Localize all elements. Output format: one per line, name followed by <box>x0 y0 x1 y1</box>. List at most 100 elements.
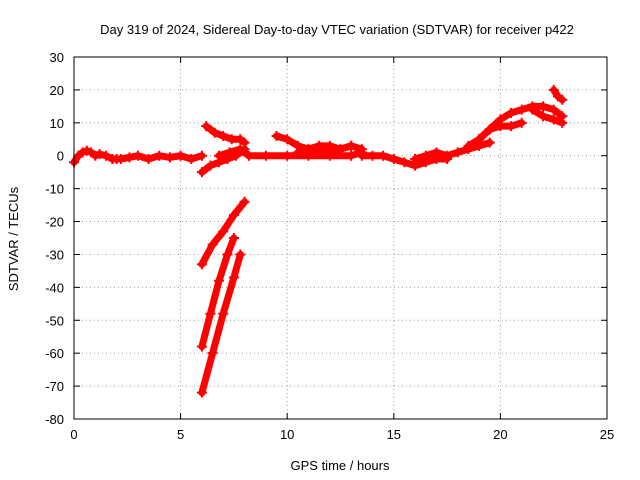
y-tick-label: 0 <box>57 149 64 164</box>
data-point <box>260 150 271 161</box>
data-point <box>314 140 325 151</box>
x-axis-label: GPS time / hours <box>291 458 390 473</box>
data-point <box>378 150 389 161</box>
data-point <box>196 167 207 178</box>
data-point <box>100 150 111 161</box>
series-arc-12 <box>527 104 568 128</box>
data-point <box>228 209 239 220</box>
series-arc-9 <box>410 137 495 165</box>
data-point <box>548 114 559 125</box>
data-point <box>218 226 229 237</box>
data-point <box>527 104 538 115</box>
data-point <box>201 121 212 132</box>
y-tick-label: 20 <box>50 83 64 98</box>
y-tick-label: -30 <box>45 247 64 262</box>
x-tick-label: 15 <box>387 427 401 442</box>
data-point <box>196 387 207 398</box>
data-point <box>222 249 233 260</box>
series-trace <box>70 147 121 166</box>
series-arc-14 <box>196 196 250 270</box>
data-point <box>303 144 314 155</box>
data-point <box>282 134 293 145</box>
data-point <box>196 341 207 352</box>
data-point <box>107 154 118 165</box>
data-point <box>205 308 216 319</box>
series-arc-11 <box>474 117 527 145</box>
x-tick-label: 10 <box>280 427 294 442</box>
data-point <box>548 104 559 115</box>
data-point <box>207 239 218 250</box>
y-tick-label: -40 <box>45 280 64 295</box>
data-point <box>224 147 235 158</box>
data-point <box>538 111 549 122</box>
y-tick-label: -10 <box>45 182 64 197</box>
data-point <box>164 152 175 163</box>
series-trace <box>198 145 249 176</box>
x-tick-label: 25 <box>600 427 614 442</box>
data-point <box>243 150 254 161</box>
data-point <box>420 150 431 161</box>
data-point <box>506 107 517 118</box>
data-point <box>356 150 367 161</box>
series-arc-16 <box>196 249 246 398</box>
data-point <box>388 154 399 165</box>
data-point <box>474 134 485 145</box>
data-point <box>506 121 517 132</box>
series-trace <box>528 106 566 127</box>
data-point <box>557 117 568 128</box>
data-series <box>69 84 568 398</box>
y-tick-label: -60 <box>45 346 64 361</box>
data-point <box>228 233 239 243</box>
series-arc-4 <box>201 121 250 148</box>
data-point <box>548 84 559 95</box>
data-point <box>235 144 246 155</box>
x-tick-label: 5 <box>177 427 184 442</box>
chart-title: Day 319 of 2024, Sidereal Day-to-day VTE… <box>100 22 574 37</box>
data-point <box>209 127 220 138</box>
data-point <box>207 348 218 359</box>
data-point <box>196 150 207 161</box>
data-point <box>292 147 303 158</box>
data-point <box>143 154 154 165</box>
data-point <box>132 150 143 161</box>
data-point <box>452 147 463 158</box>
y-tick-label: -80 <box>45 412 64 427</box>
data-point <box>335 144 346 155</box>
y-tick-label: -50 <box>45 313 64 328</box>
data-point <box>282 150 293 161</box>
data-point <box>218 130 229 141</box>
data-point <box>196 259 207 270</box>
data-point <box>235 249 246 260</box>
data-point <box>213 275 224 286</box>
y-tick-label: 10 <box>50 116 64 131</box>
data-point <box>205 160 216 171</box>
data-point <box>410 154 421 165</box>
data-point <box>484 124 495 135</box>
series-trace <box>215 145 366 160</box>
data-point <box>538 101 549 112</box>
data-point <box>186 154 197 165</box>
data-point <box>228 272 239 283</box>
series-arc-13 <box>548 84 568 105</box>
data-point <box>346 150 357 161</box>
data-point <box>213 150 224 161</box>
y-tick-label: -20 <box>45 215 64 230</box>
data-point <box>271 130 282 141</box>
series-arc-15 <box>196 233 239 352</box>
plot-frame <box>73 56 608 420</box>
data-point <box>175 150 186 161</box>
data-point <box>124 152 135 163</box>
series-arc-2 <box>107 150 207 165</box>
data-point <box>516 104 527 115</box>
data-point <box>94 149 105 160</box>
data-point <box>115 154 126 165</box>
data-point <box>239 196 250 207</box>
data-point <box>239 137 250 148</box>
data-point <box>431 147 442 158</box>
data-point <box>346 140 357 151</box>
data-point <box>367 150 378 161</box>
series-arc-7 <box>292 140 367 158</box>
series-arc-5 <box>213 144 367 161</box>
y-tick-label: -70 <box>45 379 64 394</box>
